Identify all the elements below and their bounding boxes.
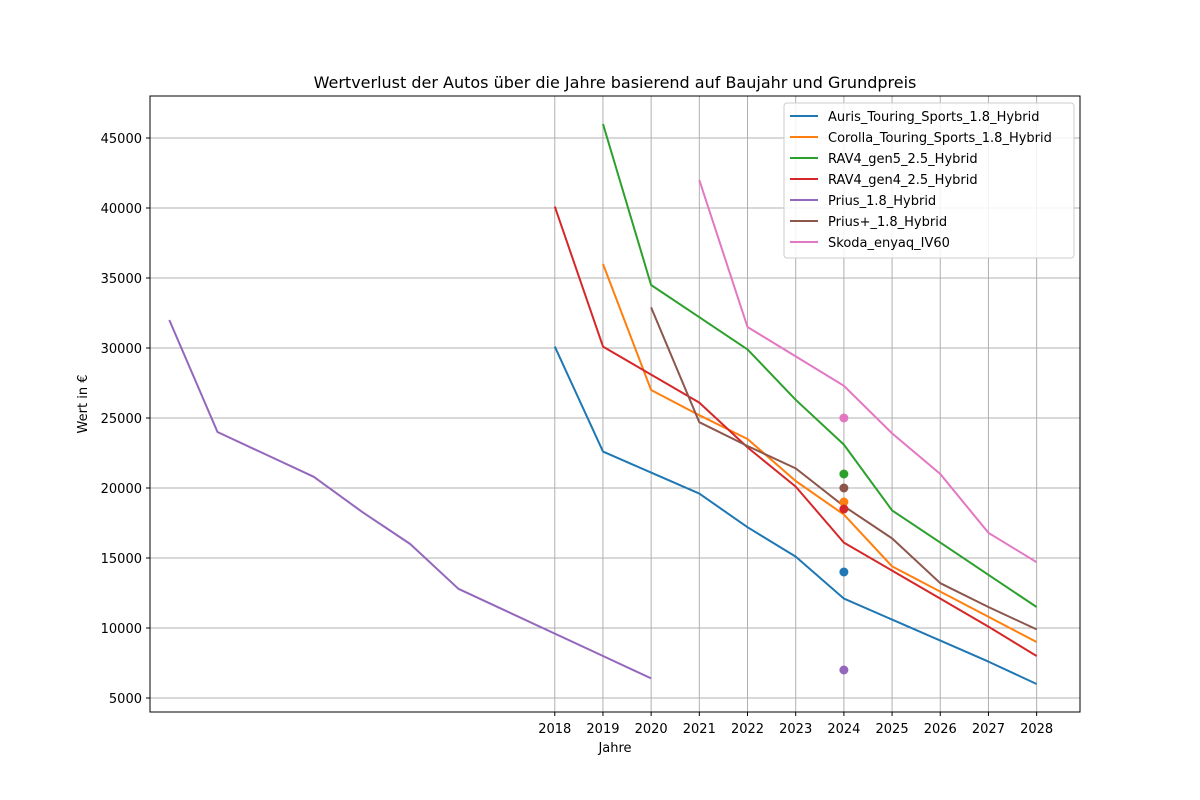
y-tick-label: 40000: [101, 202, 142, 217]
y-tick-label: 15000: [101, 552, 142, 567]
y-tick-label: 45000: [101, 132, 142, 147]
x-tick-label: 2027: [972, 722, 1005, 737]
y-tick-label: 30000: [101, 342, 142, 357]
y-tick-label: 5000: [109, 692, 142, 707]
series-line-2: [602, 123, 1038, 608]
series-line-0: [553, 346, 1038, 685]
y-axis-ticks: 5000 10000 15000 20000 25000 30000 35000 40000 4…: [101, 132, 150, 707]
x-tick-label: 2028: [1020, 722, 1053, 737]
y-axis-label: Wert in €: [76, 375, 91, 434]
scatter-point-3: [839, 504, 849, 514]
scatter-point-5: [839, 483, 849, 493]
scatter-point-4: [839, 665, 849, 675]
x-tick-label: 2025: [876, 722, 909, 737]
legend-label: RAV4_gen5_2.5_Hybrid: [828, 152, 978, 167]
y-tick-label: 10000: [101, 622, 142, 637]
x-tick-label: 2021: [683, 722, 716, 737]
scatter-point-2: [839, 469, 849, 479]
series-lines: [168, 123, 1038, 685]
chart-title: Wertverlust der Autos über die Jahre bas…: [314, 73, 917, 92]
series-line-6: [698, 179, 1038, 564]
x-tick-label: 2023: [779, 722, 812, 737]
plot-frame: [149, 95, 1081, 713]
x-axis-ticks: 2018 2019 2020 2021 2022 2023 2024 2025 2026 2027…: [538, 712, 1053, 737]
legend: Auris_Touring_Sports_1.8_Hybrid Corolla_T…: [783, 102, 1075, 259]
legend-label: RAV4_gen4_2.5_Hybrid: [828, 173, 978, 188]
legend-box: [783, 102, 1075, 259]
legend-label: Skoda_enyaq_IV60: [828, 236, 950, 251]
x-tick-label: 2018: [538, 722, 571, 737]
x-tick-label: 2024: [827, 722, 860, 737]
scatter-point-6: [839, 413, 849, 423]
x-tick-label: 2020: [635, 722, 668, 737]
x-tick-label: 2022: [731, 722, 764, 737]
scatter-point-1: [839, 497, 849, 507]
legend-label: Auris_Touring_Sports_1.8_Hybrid: [828, 110, 1040, 125]
scatter-points: [839, 413, 849, 675]
scatter-point-0: [839, 567, 849, 577]
legend-label: Corolla_Touring_Sports_1.8_Hybrid: [828, 131, 1052, 146]
series-line-3: [553, 206, 1038, 657]
y-tick-label: 25000: [101, 412, 142, 427]
y-tick-label: 35000: [101, 272, 142, 287]
series-line-1: [602, 263, 1038, 643]
x-tick-label: 2026: [924, 722, 957, 737]
legend-label: Prius+_1.8_Hybrid: [828, 215, 947, 230]
series-line-4: [168, 319, 652, 680]
x-tick-label: 2019: [586, 722, 619, 737]
y-tick-label: 20000: [101, 482, 142, 497]
x-axis-label: Jahre: [597, 741, 631, 756]
legend-label: Prius_1.8_Hybrid: [828, 194, 936, 209]
